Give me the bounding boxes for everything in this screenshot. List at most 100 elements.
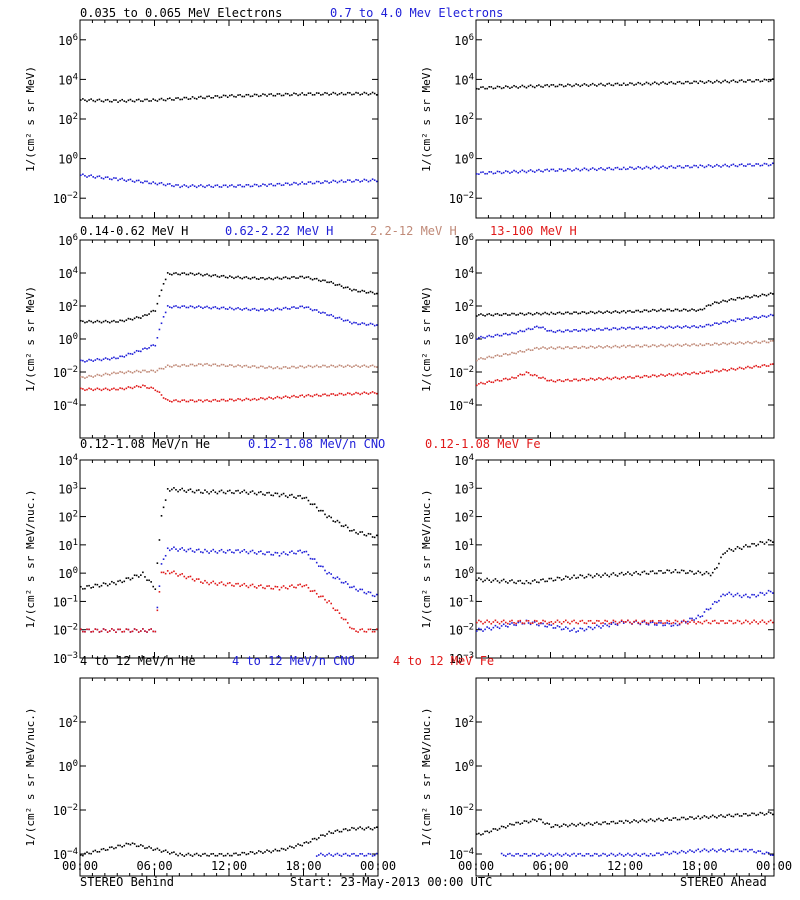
y-tick-label: 10−2 — [53, 365, 78, 380]
data-point — [763, 364, 766, 366]
data-point — [567, 621, 569, 624]
data-point — [569, 84, 571, 86]
data-point — [375, 324, 378, 326]
data-point — [133, 351, 136, 354]
data-point — [546, 625, 548, 628]
data-point — [131, 100, 134, 102]
data-point — [173, 185, 175, 188]
data-point — [127, 317, 130, 320]
data-point — [212, 852, 215, 855]
data-point — [361, 853, 364, 855]
data-point — [668, 81, 671, 84]
data-point — [689, 82, 691, 85]
data-point — [220, 489, 223, 492]
data-point — [720, 620, 722, 622]
data-point — [558, 826, 561, 828]
data-point — [500, 172, 503, 175]
data-point — [511, 622, 513, 624]
data-point — [670, 819, 673, 821]
data-point — [579, 574, 582, 576]
data-point — [216, 275, 219, 278]
data-point — [728, 547, 731, 550]
data-point — [740, 815, 743, 817]
data-point — [707, 850, 710, 853]
data-point — [612, 327, 615, 329]
data-point — [171, 306, 173, 309]
data-point — [332, 282, 335, 285]
data-point — [226, 186, 229, 188]
data-point — [338, 854, 341, 857]
data-point — [689, 326, 691, 329]
data-point — [552, 312, 555, 315]
data-point — [674, 83, 677, 85]
data-point — [332, 576, 335, 579]
data-point — [649, 168, 652, 170]
data-point — [703, 620, 706, 623]
data-point — [229, 275, 231, 277]
data-point — [351, 393, 353, 396]
data-point — [738, 850, 741, 853]
data-point — [276, 552, 279, 554]
data-point — [108, 374, 111, 376]
data-point — [185, 550, 188, 553]
data-point — [496, 354, 499, 356]
data-point — [554, 380, 557, 383]
data-point — [484, 87, 486, 90]
data-point — [208, 306, 210, 309]
data-point — [616, 328, 619, 331]
data-point — [129, 371, 132, 373]
data-point — [674, 622, 677, 625]
data-point — [113, 99, 115, 101]
data-point — [695, 372, 697, 375]
data-point — [567, 576, 569, 578]
data-point — [705, 370, 708, 373]
data-point — [476, 338, 478, 340]
data-point — [610, 573, 613, 576]
data-point — [600, 167, 602, 169]
data-point — [332, 832, 335, 835]
data-point — [643, 619, 646, 622]
data-point — [373, 595, 376, 598]
data-point — [303, 497, 306, 499]
data-point — [239, 276, 241, 279]
data-point — [515, 314, 517, 316]
data-point — [212, 580, 215, 583]
data-point — [140, 317, 142, 319]
data-point — [255, 183, 258, 186]
data-point — [538, 581, 540, 584]
data-point — [311, 366, 314, 369]
data-point — [656, 852, 658, 855]
data-point — [711, 166, 714, 168]
data-point — [738, 163, 741, 166]
data-point — [332, 607, 335, 610]
data-point — [251, 398, 254, 401]
data-point — [179, 852, 181, 855]
data-point — [274, 492, 277, 495]
data-point — [531, 349, 534, 351]
data-point — [108, 630, 111, 632]
y-axis-label: 1/(cm² s sr MeV/nuc.) — [420, 489, 433, 628]
data-point — [247, 93, 250, 96]
data-point — [763, 340, 766, 342]
data-point — [678, 326, 681, 329]
data-point — [622, 855, 625, 857]
data-point — [492, 356, 495, 359]
data-point — [523, 170, 526, 173]
data-point — [614, 855, 617, 857]
data-point — [573, 823, 575, 826]
data-point — [346, 829, 349, 832]
data-point — [200, 273, 202, 276]
data-point — [322, 279, 324, 282]
data-point — [622, 327, 625, 329]
data-point — [351, 627, 353, 630]
data-point — [307, 181, 310, 183]
data-point — [767, 80, 770, 83]
data-point — [289, 94, 291, 97]
data-point — [299, 305, 301, 308]
data-point — [531, 818, 534, 821]
data-point — [490, 86, 493, 88]
data-point — [771, 162, 774, 165]
data-point — [631, 166, 633, 169]
data-point — [158, 98, 161, 101]
data-point — [693, 309, 695, 311]
